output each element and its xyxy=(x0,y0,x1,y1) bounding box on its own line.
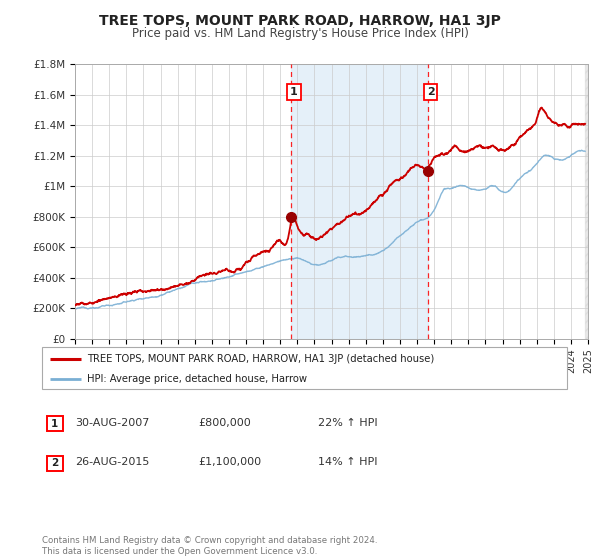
Text: 26-AUG-2015: 26-AUG-2015 xyxy=(75,457,149,467)
FancyBboxPatch shape xyxy=(42,347,567,389)
Text: 1: 1 xyxy=(290,87,298,97)
Text: 1: 1 xyxy=(51,419,58,429)
FancyBboxPatch shape xyxy=(47,417,62,431)
Text: Contains HM Land Registry data © Crown copyright and database right 2024.
This d: Contains HM Land Registry data © Crown c… xyxy=(42,536,377,556)
Bar xyxy=(292,64,428,339)
Text: 30-AUG-2007: 30-AUG-2007 xyxy=(75,418,149,428)
Text: TREE TOPS, MOUNT PARK ROAD, HARROW, HA1 3JP: TREE TOPS, MOUNT PARK ROAD, HARROW, HA1 … xyxy=(99,14,501,28)
Text: 14% ↑ HPI: 14% ↑ HPI xyxy=(318,457,377,467)
Text: TREE TOPS, MOUNT PARK ROAD, HARROW, HA1 3JP (detached house): TREE TOPS, MOUNT PARK ROAD, HARROW, HA1 … xyxy=(86,353,434,363)
Text: £1,100,000: £1,100,000 xyxy=(198,457,261,467)
Text: 22% ↑ HPI: 22% ↑ HPI xyxy=(318,418,377,428)
Text: 2: 2 xyxy=(51,458,58,468)
Text: HPI: Average price, detached house, Harrow: HPI: Average price, detached house, Harr… xyxy=(86,374,307,384)
Text: 2: 2 xyxy=(427,87,434,97)
Bar xyxy=(585,64,588,339)
Text: Price paid vs. HM Land Registry's House Price Index (HPI): Price paid vs. HM Land Registry's House … xyxy=(131,27,469,40)
FancyBboxPatch shape xyxy=(47,456,62,470)
Text: £800,000: £800,000 xyxy=(198,418,251,428)
